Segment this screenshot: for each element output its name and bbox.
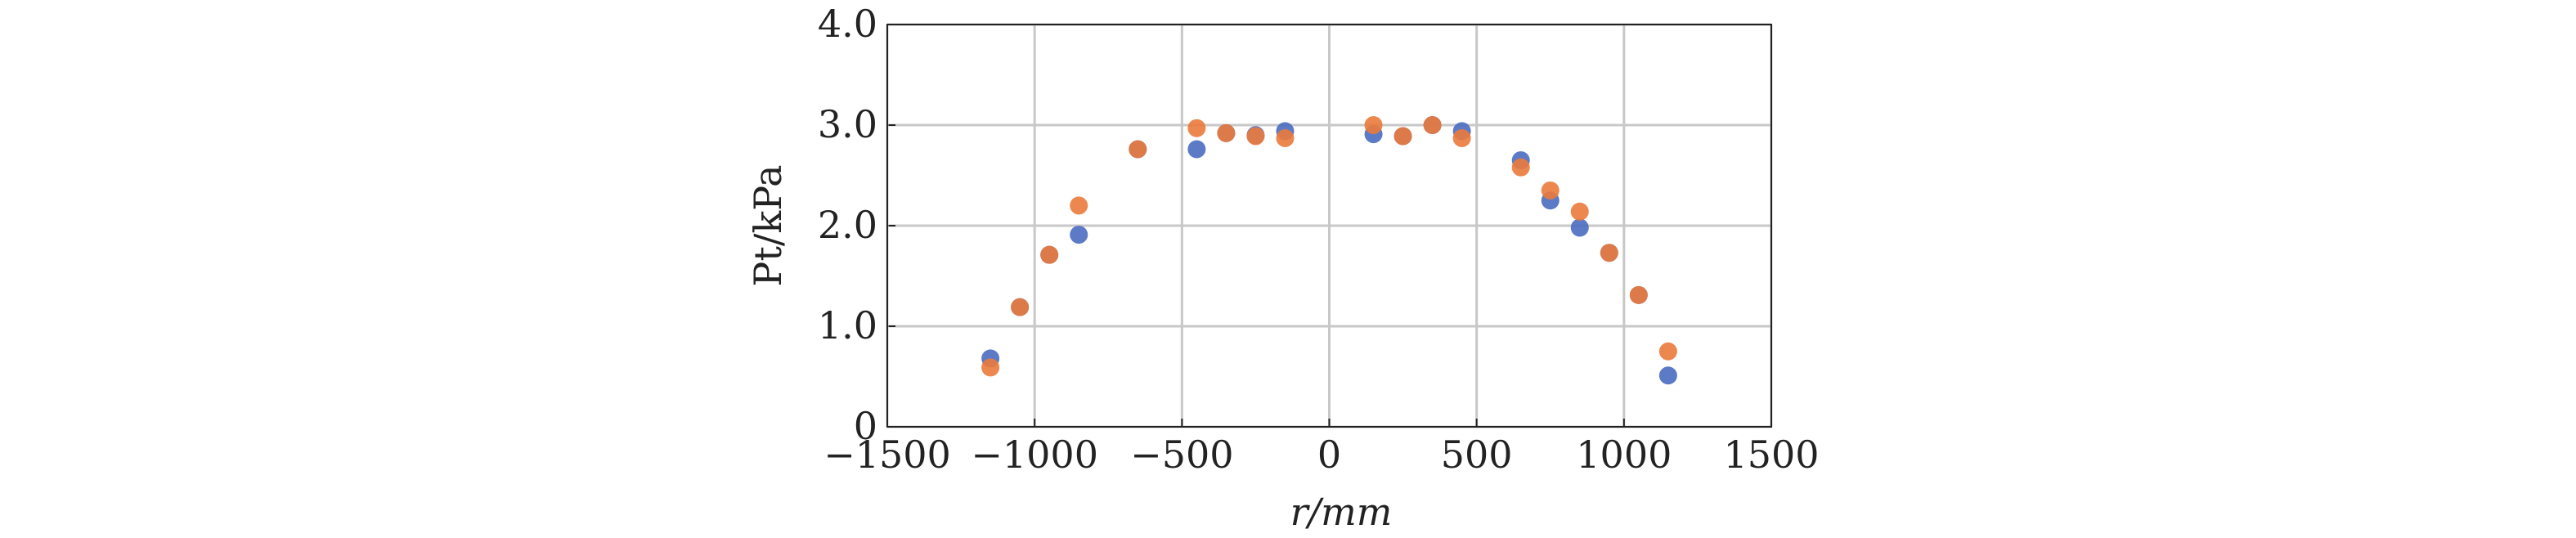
x-tick-label: −1500 bbox=[824, 433, 951, 477]
y-tick-label: 4.0 bbox=[818, 2, 877, 46]
point bbox=[1452, 128, 1471, 147]
x-tick-label: −500 bbox=[1130, 433, 1233, 477]
y-tick-label: 1.0 bbox=[818, 303, 877, 347]
point bbox=[1129, 140, 1147, 159]
x-axis-label: r/mm bbox=[1290, 490, 1393, 534]
point bbox=[1217, 123, 1236, 142]
x-tick-label: 1000 bbox=[1576, 433, 1672, 477]
point bbox=[1511, 158, 1530, 177]
point bbox=[1040, 245, 1059, 264]
point bbox=[1187, 140, 1206, 159]
x-tick-label: 500 bbox=[1441, 433, 1513, 477]
point bbox=[1570, 202, 1589, 221]
point bbox=[1364, 116, 1383, 134]
x-tick-label: 1500 bbox=[1723, 433, 1819, 477]
point bbox=[1423, 116, 1442, 134]
point bbox=[1276, 128, 1295, 147]
point bbox=[1070, 196, 1088, 215]
point bbox=[1658, 366, 1677, 385]
y-tick-label: 2.0 bbox=[818, 203, 877, 247]
point bbox=[1570, 218, 1589, 237]
point bbox=[1246, 127, 1265, 146]
x-tick-label: 0 bbox=[1317, 433, 1341, 477]
y-tick-label: 3.0 bbox=[818, 102, 877, 146]
plot-frame bbox=[886, 24, 1772, 428]
point bbox=[1541, 181, 1560, 200]
y-tick-label: 0 bbox=[854, 404, 877, 448]
point bbox=[1600, 244, 1618, 262]
point bbox=[1658, 342, 1677, 361]
x-tick-label: −1000 bbox=[971, 433, 1098, 477]
point bbox=[1187, 119, 1206, 137]
point bbox=[1393, 127, 1412, 146]
point bbox=[981, 358, 1000, 377]
y-axis-label: Pt/kPa bbox=[746, 164, 790, 286]
point bbox=[1011, 298, 1030, 316]
point bbox=[1070, 226, 1088, 244]
point bbox=[1629, 285, 1648, 304]
